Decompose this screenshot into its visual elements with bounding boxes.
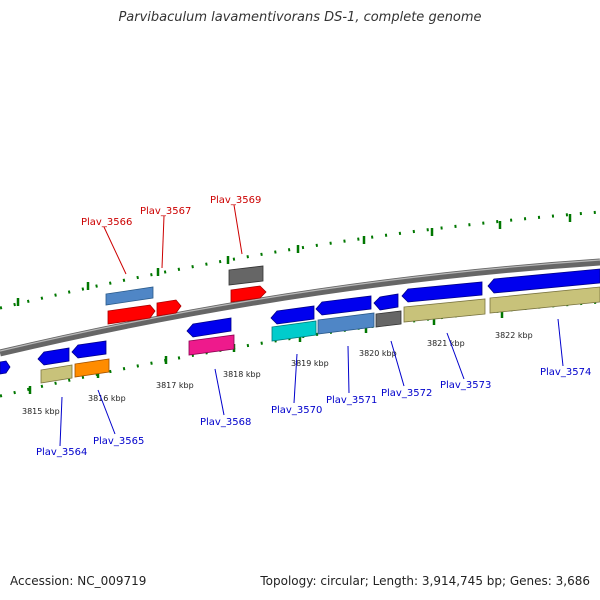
leader-line (293, 353, 298, 404)
gene-khaki[interactable] (403, 298, 486, 323)
gene-cyan[interactable] (271, 320, 317, 342)
gene-label-plav-3573[interactable]: Plav_3573 (440, 380, 491, 391)
scale-label-3821: 3821 kbp (427, 339, 465, 348)
leader-line (97, 389, 116, 435)
gene-blue[interactable] (37, 347, 70, 366)
scale-label-3822: 3822 kbp (495, 331, 533, 340)
genome-backbone (0, 258, 600, 357)
leader-line (103, 226, 127, 275)
leader-line (390, 340, 405, 387)
gene-label-plav-3571[interactable]: Plav_3571 (326, 395, 377, 406)
gene-orange[interactable] (74, 358, 110, 378)
leader-line (446, 332, 465, 380)
gene-blue[interactable] (270, 305, 315, 325)
gene-label-plav-3564[interactable]: Plav_3564 (36, 447, 87, 458)
gene-steelblue[interactable] (105, 286, 154, 306)
gene-blue[interactable] (186, 317, 232, 338)
gene-red[interactable] (107, 304, 156, 325)
leader-line (161, 215, 165, 269)
leader-line (59, 396, 63, 447)
scale-label-3820: 3820 kbp (359, 349, 397, 358)
gene-blue[interactable] (401, 281, 483, 303)
gene-features-other (0, 268, 600, 384)
gene-blue[interactable] (487, 268, 600, 294)
scale-label-3819: 3819 kbp (291, 359, 329, 368)
gene-khaki[interactable] (40, 364, 73, 384)
leader-line (233, 204, 243, 255)
scale-label-3816: 3816 kbp (88, 394, 126, 403)
gene-features-forward (105, 265, 267, 325)
gene-label-plav-3569[interactable]: Plav_3569 (210, 195, 261, 206)
gene-label-plav-3565[interactable]: Plav_3565 (93, 436, 144, 447)
gene-label-plav-3572[interactable]: Plav_3572 (381, 388, 432, 399)
gene-blue[interactable] (373, 293, 399, 311)
gene-label-plav-3566[interactable]: Plav_3566 (81, 217, 132, 228)
scale-label-3817: 3817 kbp (156, 381, 194, 390)
genome-title: Parvibaculum lavamentivorans DS-1, compl… (118, 10, 482, 25)
gene-grey[interactable] (228, 265, 264, 286)
accession-text: Accession: NC_009719 (10, 574, 147, 588)
gene-magenta[interactable] (188, 334, 235, 356)
gene-khaki[interactable] (489, 286, 600, 314)
gene-label-plav-3574[interactable]: Plav_3574 (540, 367, 591, 378)
gene-label-plav-3567[interactable]: Plav_3567 (140, 206, 191, 217)
gene-label-plav-3570[interactable]: Plav_3570 (271, 405, 322, 416)
leader-line (214, 368, 225, 416)
gene-steelblue[interactable] (317, 312, 375, 335)
gene-blue[interactable] (71, 340, 107, 359)
scale-label-3818: 3818 kbp (223, 370, 261, 379)
genome-backbone-highlight (0, 259, 600, 352)
gene-red[interactable] (230, 285, 267, 303)
gene-leader-lines (59, 204, 564, 447)
scale-label-3815: 3815 kbp (22, 407, 60, 416)
gene-label-plav-3568[interactable]: Plav_3568 (200, 417, 251, 428)
leader-line (557, 318, 564, 367)
leader-line (347, 345, 350, 394)
gene-blue[interactable] (315, 295, 372, 316)
gene-grey[interactable] (375, 310, 402, 328)
gene-red[interactable] (156, 299, 182, 317)
gene-blue[interactable] (0, 360, 11, 375)
topology-text: Topology: circular; Length: 3,914,745 bp… (260, 574, 590, 588)
